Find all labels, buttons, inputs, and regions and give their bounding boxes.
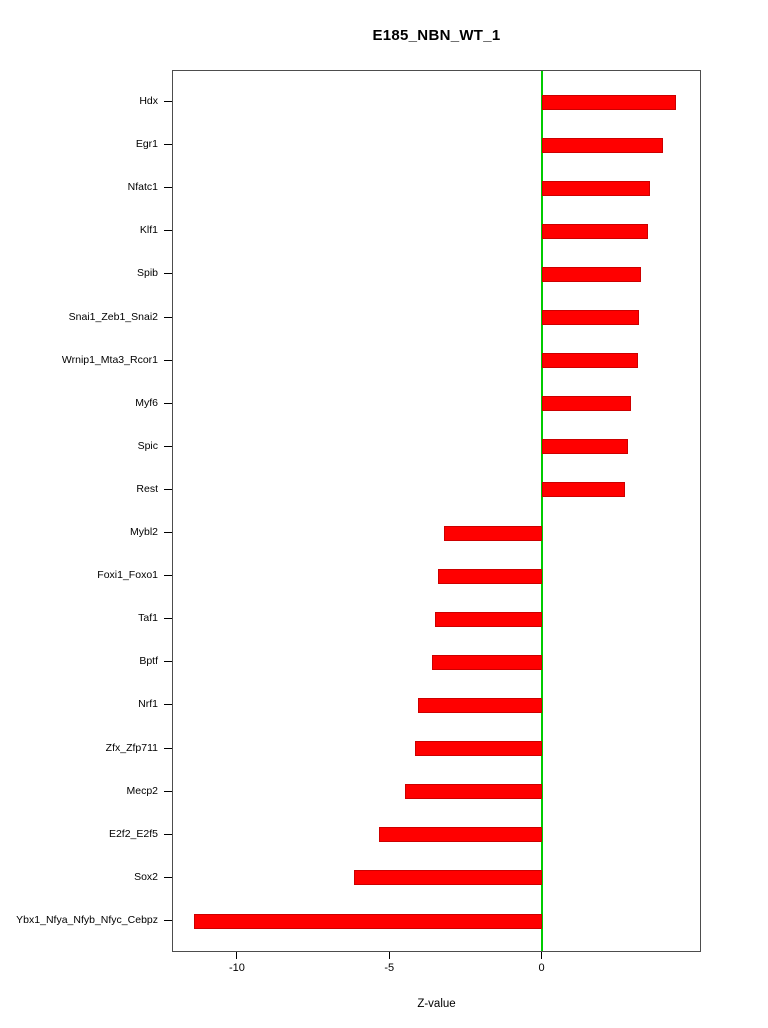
- x-axis-title: Z-value: [417, 998, 456, 1010]
- bar-Rest: [541, 482, 626, 498]
- bar-Foxi1_Foxo1: [438, 568, 542, 584]
- bar-Sox2: [354, 870, 542, 886]
- category-label: Foxi1_Foxo1: [97, 569, 158, 582]
- y-tick-mark: [164, 833, 172, 835]
- category-label: Taf1: [138, 612, 158, 625]
- y-tick-mark: [164, 359, 172, 361]
- y-tick-mark: [164, 187, 172, 189]
- bar-Spib: [541, 266, 641, 282]
- x-tick-mark: [236, 952, 238, 959]
- bar-Hdx: [541, 94, 676, 110]
- y-tick-mark: [164, 661, 172, 663]
- y-tick-mark: [164, 101, 172, 102]
- bar-Wrnip1_Mta3_Rcor1: [541, 353, 638, 369]
- chart-title: E185_NBN_WT_1: [372, 27, 501, 44]
- bar-Ybx1_Nfya_Nfyb_Nfyc_Cebpz: [194, 913, 542, 929]
- x-tick-label: -10: [229, 962, 245, 974]
- x-tick-label: 0: [538, 962, 545, 974]
- x-tick-label: -5: [384, 962, 395, 974]
- y-tick-mark: [164, 790, 172, 792]
- y-tick-mark: [164, 402, 172, 404]
- bar-Bptf: [431, 654, 542, 670]
- bar-Zfx_Zfp711: [415, 741, 542, 757]
- x-tick-mark: [541, 952, 543, 959]
- category-label: Spib: [136, 267, 158, 280]
- y-tick-mark: [164, 488, 172, 490]
- x-tick-mark: [388, 952, 390, 959]
- category-label: Bptf: [139, 655, 158, 668]
- y-tick-mark: [164, 230, 172, 232]
- y-tick-mark: [164, 618, 172, 620]
- category-label: Klf1: [139, 224, 158, 237]
- category-label: Nrf1: [138, 698, 158, 711]
- zero-line: [540, 71, 543, 951]
- y-tick-mark: [164, 273, 172, 275]
- y-tick-mark: [164, 920, 172, 921]
- category-label: Spic: [137, 439, 158, 452]
- category-label: E2f2_E2f5: [108, 827, 158, 840]
- bar-Egr1: [541, 137, 664, 153]
- bar-Mybl2: [444, 525, 542, 541]
- bar-Snai1_Zeb1_Snai2: [541, 310, 640, 326]
- y-tick-mark: [164, 316, 172, 318]
- category-label: Sox2: [134, 870, 158, 883]
- category-label: Mecp2: [126, 784, 158, 797]
- bar-Spic: [541, 439, 629, 455]
- category-label: Zfx_Zfp711: [105, 741, 158, 754]
- y-tick-mark: [164, 575, 172, 577]
- bar-Mecp2: [404, 784, 542, 800]
- y-tick-mark: [164, 445, 172, 447]
- category-label: Mybl2: [129, 526, 158, 539]
- bar-Nrf1: [418, 697, 542, 713]
- category-label: Snai1_Zeb1_Snai2: [68, 310, 158, 323]
- y-tick-mark: [164, 704, 172, 706]
- category-label: Myf6: [135, 396, 158, 409]
- y-tick-mark: [164, 144, 172, 146]
- category-label: Wrnip1_Mta3_Rcor1: [61, 353, 158, 366]
- category-label: Egr1: [135, 138, 158, 151]
- plot-area: [172, 70, 701, 952]
- category-label: Hdx: [139, 95, 158, 107]
- y-tick-mark: [164, 532, 172, 534]
- bar-E2f2_E2f5: [378, 827, 542, 843]
- bar-Myf6: [541, 396, 632, 412]
- category-label: Nfatc1: [127, 181, 158, 194]
- y-tick-mark: [164, 747, 172, 749]
- bar-Taf1: [434, 611, 542, 627]
- bar-Nfatc1: [541, 180, 650, 196]
- category-label: Rest: [136, 482, 158, 495]
- category-label: Ybx1_Nfya_Nfyb_Nfyc_Cebpz: [16, 914, 158, 926]
- bar-Klf1: [541, 223, 649, 239]
- y-tick-mark: [164, 876, 172, 878]
